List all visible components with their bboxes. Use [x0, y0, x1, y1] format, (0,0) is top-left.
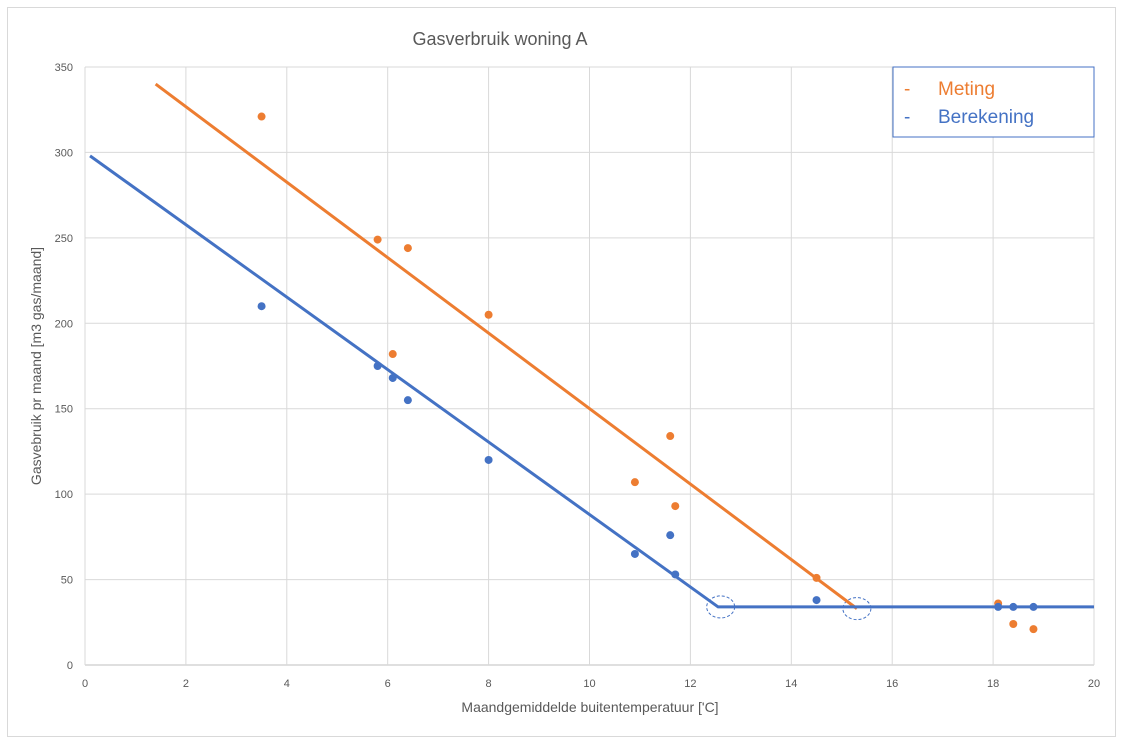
y-axis-label: Gasvebruik pr maand [m3 gas/maand] — [28, 247, 44, 485]
data-points — [257, 112, 1038, 634]
x-tick-label: 0 — [82, 678, 88, 690]
x-tick-label: 18 — [987, 678, 999, 690]
y-tick-label: 300 — [55, 147, 73, 159]
x-tick-label: 8 — [486, 678, 492, 690]
trendline-berekening — [89, 154, 1094, 609]
y-tick-label: 350 — [55, 62, 73, 74]
data-point-berekening — [1009, 602, 1018, 611]
x-tick-label: 12 — [684, 678, 696, 690]
data-point-meting — [257, 112, 266, 121]
data-point-meting — [1029, 625, 1038, 634]
data-point-berekening — [671, 570, 680, 579]
trendline-meting — [154, 82, 858, 610]
data-point-meting — [630, 478, 639, 487]
dashed-ellipse-annotation — [842, 597, 872, 621]
x-tick-label: 20 — [1088, 678, 1100, 690]
data-point-berekening — [994, 602, 1003, 611]
x-tick-label: 10 — [583, 678, 595, 690]
data-point-berekening — [403, 396, 412, 405]
y-tick-label: 200 — [55, 318, 73, 330]
data-point-berekening — [484, 455, 493, 464]
data-point-meting — [403, 244, 412, 253]
y-tick-label: 100 — [55, 489, 73, 501]
data-point-meting — [671, 502, 680, 511]
y-tick-label: 150 — [55, 404, 73, 416]
x-axis-label: Maandgemiddelde buitentemperatuur ['C] — [461, 699, 718, 715]
data-point-berekening — [630, 549, 639, 558]
legend-marker-meting: - — [904, 79, 910, 100]
data-point-berekening — [257, 302, 266, 311]
legend: - Meting - Berekening — [892, 66, 1095, 138]
data-point-meting — [666, 432, 675, 441]
y-tick-label: 0 — [67, 660, 73, 672]
data-point-meting — [812, 573, 821, 582]
x-tick-label: 2 — [183, 678, 189, 690]
legend-box — [892, 66, 1095, 138]
legend-label-meting: Meting — [938, 79, 995, 100]
legend-label-berekening: Berekening — [938, 107, 1034, 128]
tick-labels: 0 50 100 150 200 250 300 350 0 2 4 6 8 10 12 14 16 18 20 — [55, 62, 1100, 690]
chart-title: Gasverbruik woning A — [412, 29, 587, 49]
trendlines — [89, 82, 1094, 610]
y-tick-label: 250 — [55, 233, 73, 245]
x-tick-label: 4 — [284, 678, 290, 690]
grid — [84, 66, 1095, 666]
data-point-meting — [1009, 619, 1018, 628]
x-tick-label: 16 — [886, 678, 898, 690]
x-tick-label: 14 — [785, 678, 797, 690]
x-tick-label: 6 — [385, 678, 391, 690]
data-point-berekening — [373, 362, 382, 370]
data-point-meting — [484, 310, 493, 319]
legend-marker-berekening: - — [904, 107, 910, 128]
data-point-berekening — [1029, 602, 1038, 611]
data-point-meting — [373, 235, 382, 244]
data-point-berekening — [812, 596, 821, 605]
data-point-berekening — [666, 531, 675, 540]
y-tick-label: 50 — [61, 575, 73, 587]
data-point-berekening — [388, 373, 397, 382]
data-point-meting — [388, 350, 397, 359]
